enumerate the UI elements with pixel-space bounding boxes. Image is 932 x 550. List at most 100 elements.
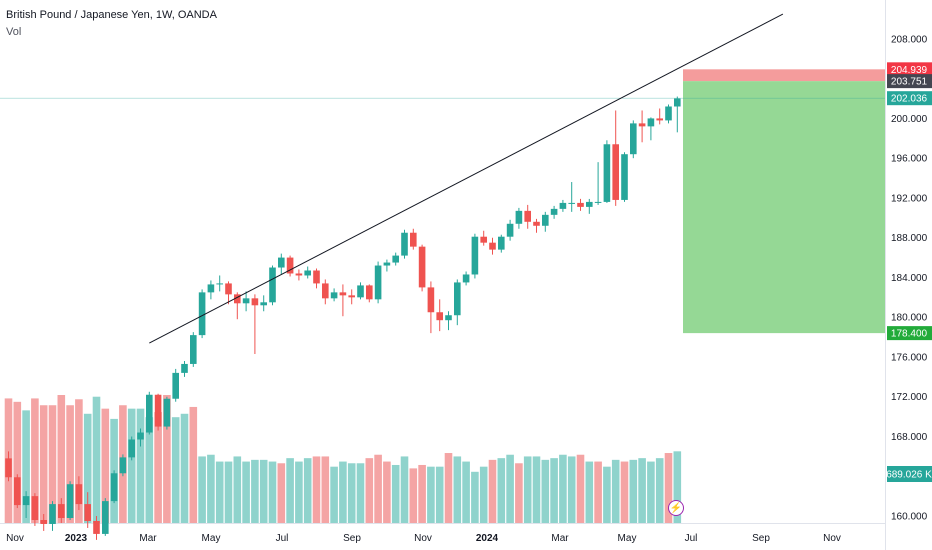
candle-body — [207, 284, 215, 293]
candle-body — [216, 283, 223, 285]
price-tick-label: 176.000 — [891, 352, 928, 363]
candle-body — [163, 398, 171, 427]
volume-bar — [374, 454, 382, 523]
volume-bar — [286, 458, 294, 523]
lightning-icon[interactable]: ⚡ — [668, 500, 684, 516]
volume-bar — [647, 461, 655, 523]
candle-body — [647, 118, 655, 127]
candle-body — [269, 267, 276, 303]
candle-body — [295, 273, 303, 276]
volume-bar — [75, 399, 83, 523]
time-tick-label: Jul — [685, 533, 698, 544]
candle-body — [498, 236, 505, 250]
candle-body — [102, 501, 109, 534]
candle-body — [330, 292, 338, 299]
candle-body — [471, 236, 479, 275]
volume-bar — [39, 405, 48, 523]
candle-body — [568, 202, 575, 204]
candle-body — [418, 246, 426, 288]
volume-bar — [295, 461, 303, 523]
candle-body — [454, 282, 461, 316]
time-tick-label: May — [202, 533, 221, 544]
candle-body — [251, 298, 259, 306]
candle-body — [366, 285, 373, 300]
volume-bar — [242, 461, 250, 523]
price-label-box — [887, 91, 932, 106]
candle-body — [550, 208, 558, 215]
price-tick-label: 188.000 — [891, 233, 928, 244]
volume-bar — [594, 461, 602, 523]
price-label-text: 202.036 — [891, 94, 928, 105]
volume-bar — [251, 459, 259, 523]
volume-bar — [585, 461, 594, 523]
volume-bar — [145, 417, 154, 523]
candle-body — [392, 255, 399, 263]
volume-bar — [92, 396, 101, 523]
candle-body — [31, 496, 39, 520]
volume-bar — [603, 466, 611, 523]
candle-body — [172, 372, 179, 399]
candle-body — [154, 394, 162, 427]
volume-bar — [559, 454, 567, 523]
price-tick-label: 180.000 — [891, 313, 928, 324]
volume-indicator-label[interactable]: Vol — [6, 26, 22, 38]
volume-bar — [13, 401, 22, 523]
time-tick-label: Nov — [414, 533, 432, 544]
volume-bar — [101, 408, 110, 523]
candle-body — [313, 270, 320, 284]
candle-body — [49, 504, 56, 524]
candle-body — [577, 202, 584, 207]
volume-bar — [655, 458, 664, 523]
volume-bar — [303, 458, 312, 523]
candle-body — [198, 292, 206, 336]
candle-body — [410, 232, 417, 247]
time-tick-label: Jul — [276, 533, 289, 544]
candle-body — [278, 257, 285, 268]
volume-bar — [31, 398, 39, 523]
volume-bar — [356, 463, 365, 523]
candle-body — [656, 118, 663, 121]
price-label-text: 178.400 — [891, 329, 928, 340]
volume-bar — [620, 461, 629, 523]
volume-bar — [48, 405, 57, 523]
time-tick-label: 2024 — [476, 533, 499, 544]
volume-bar — [189, 406, 198, 523]
volume-bar — [339, 461, 347, 523]
candle-body — [427, 287, 435, 313]
candle-body — [119, 457, 127, 474]
volume-bar — [268, 461, 277, 523]
volume-bar — [576, 454, 585, 523]
candle-body — [612, 144, 619, 200]
price-tick-label: 160.000 — [891, 512, 928, 523]
candle-body — [586, 201, 593, 207]
volume-bar — [506, 454, 514, 523]
candle-body — [322, 283, 329, 299]
candle-body — [559, 202, 567, 209]
candle-body — [489, 242, 496, 250]
price-tick-label: 208.000 — [891, 34, 928, 45]
candle-body — [603, 144, 611, 202]
price-tick-label: 172.000 — [891, 392, 928, 403]
price-tick-label: 192.000 — [891, 193, 928, 204]
candle-body — [445, 315, 452, 321]
candle-body — [436, 312, 443, 321]
time-tick-label: 2023 — [65, 533, 88, 544]
candle-body — [110, 473, 118, 502]
volume-label-box — [887, 466, 932, 482]
volume-bar — [471, 471, 479, 523]
price-label-text: 204.939 — [891, 65, 928, 76]
candle-body — [506, 223, 514, 237]
volume-bar — [66, 405, 74, 523]
volume-bar — [383, 461, 391, 523]
volume-bar — [391, 464, 400, 523]
candle-body — [40, 520, 47, 524]
candle-body — [190, 335, 197, 364]
volume-bar — [435, 466, 444, 523]
candle-body — [630, 123, 637, 155]
volume-bar — [515, 463, 523, 523]
volume-bar — [611, 459, 620, 523]
candle-body — [260, 302, 267, 306]
volume-bar — [418, 464, 426, 523]
volume-bar — [180, 413, 189, 523]
